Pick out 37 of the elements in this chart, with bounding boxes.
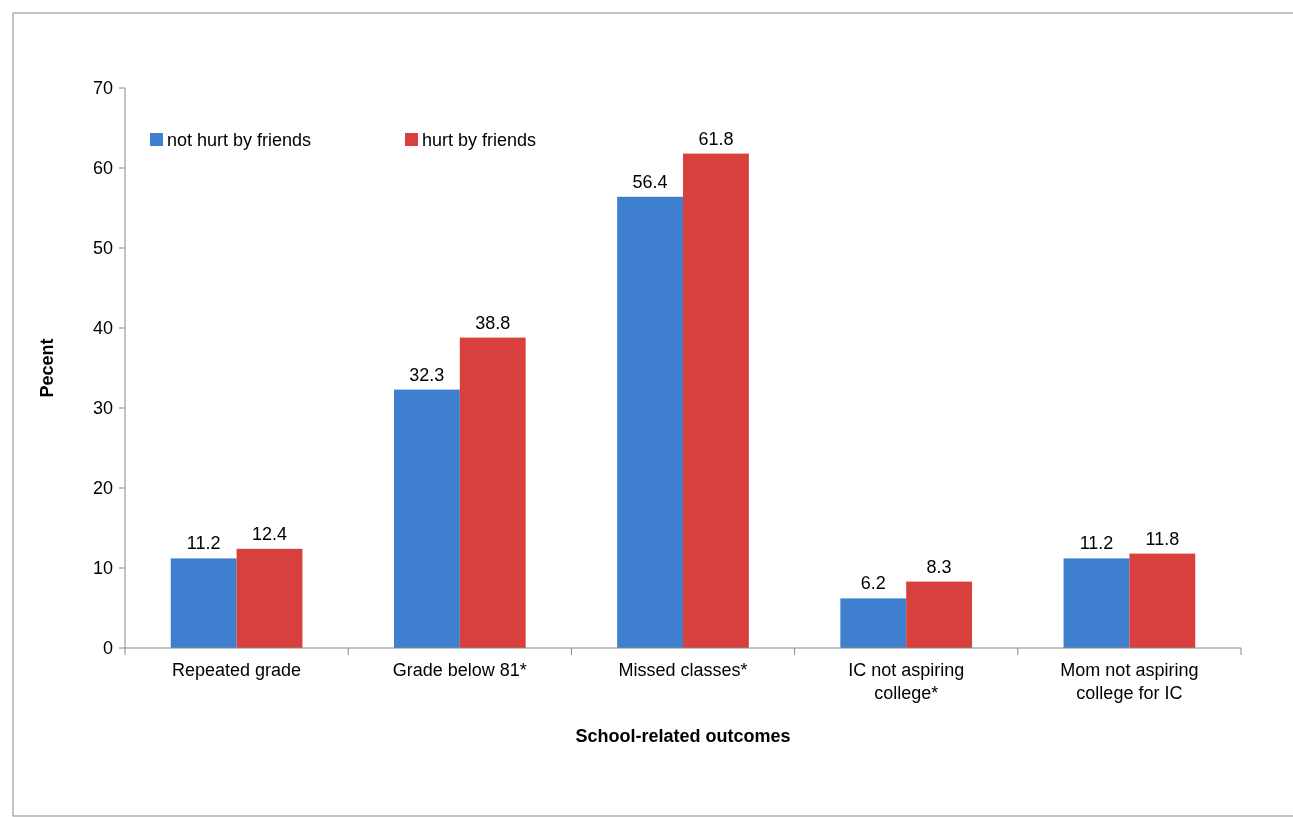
x-tick-label: IC not aspiring college*: [848, 660, 965, 703]
legend-label: not hurt by friends: [167, 130, 312, 151]
data-label: 6.2: [860, 573, 886, 594]
y-tick-label: 50: [92, 238, 113, 259]
data-label: 12.4: [252, 523, 288, 544]
x-tick-label: Missed classes*: [618, 660, 748, 680]
bar: [393, 389, 460, 648]
y-tick-label: 40: [92, 318, 113, 339]
y-tick-label: 70: [92, 78, 113, 99]
data-label: 11.2: [1079, 533, 1114, 554]
bar: [840, 598, 907, 648]
bar: [1129, 553, 1196, 648]
y-tick-label: 30: [92, 398, 113, 419]
bar: [170, 558, 237, 648]
bar: [1063, 558, 1130, 648]
data-label: 11.8: [1145, 528, 1180, 549]
x-tick-label: Mom not aspiring college for IC: [1060, 660, 1199, 703]
y-tick-label: 60: [92, 158, 113, 179]
y-tick-label: 20: [92, 478, 113, 499]
x-tick-label: Grade below 81*: [392, 660, 527, 680]
bar: [459, 337, 526, 648]
bar: [236, 548, 303, 648]
data-label: 38.8: [475, 312, 511, 333]
data-label: 8.3: [926, 556, 952, 577]
data-label: 56.4: [632, 171, 668, 192]
x-tick-label: Repeated grade: [172, 660, 302, 680]
y-axis-title: Pecent: [37, 338, 57, 398]
x-axis-title: School-related outcomes: [575, 726, 791, 746]
data-label: 32.3: [409, 364, 445, 385]
bar: [617, 196, 683, 648]
y-tick-label: 0: [102, 638, 113, 659]
bar: [906, 581, 973, 648]
data-label: 11.2: [186, 533, 221, 554]
y-tick-label: 10: [92, 558, 113, 579]
data-label: 61.8: [698, 128, 734, 149]
bar: [683, 153, 749, 648]
legend-label: hurt by friends: [422, 130, 537, 151]
